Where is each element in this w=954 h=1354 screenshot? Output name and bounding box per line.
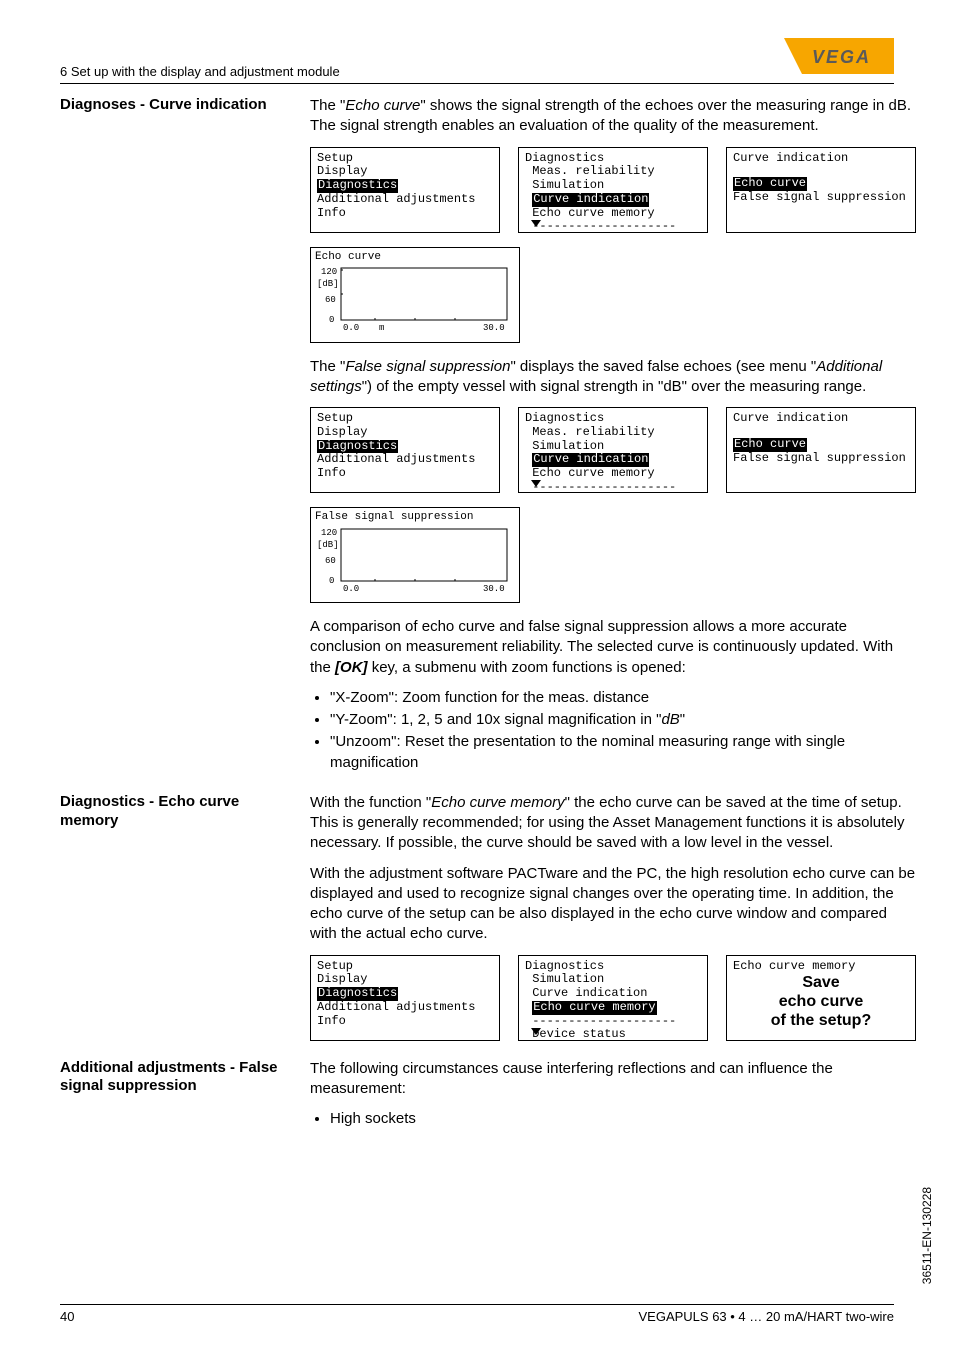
down-arrow-icon [531,480,541,488]
footer-doc-title: VEGAPULS 63 • 4 … 20 mA/HART two-wire [639,1309,895,1324]
false-signal-graph: False signal suppression 120 [dB] 60 0 0… [310,507,520,603]
svg-text:120: 120 [321,267,337,277]
svg-text:[dB]: [dB] [317,540,339,550]
header-section-title: 6 Set up with the display and adjustment… [60,64,340,79]
bullet-xzoom: "X-Zoom": Zoom function for the meas. di… [330,688,916,708]
svg-text:0: 0 [329,315,334,325]
lcd-save-box: Echo curve memory Save echo curve of the… [726,955,916,1041]
section-label-echo-mem: Diagnostics - Echo curve memory [60,793,310,831]
lcd-curve-indication-box: Curve indication Echo curve False signal… [726,147,916,233]
page-header: 6 Set up with the display and adjustment… [60,38,894,84]
svg-text:0.0: 0.0 [343,323,359,333]
page-footer: 40 VEGAPULS 63 • 4 … 20 mA/HART two-wire [60,1304,894,1324]
svg-text:30.0: 30.0 [483,584,505,594]
lcd-menu-box-2: Setup Display Diagnostics Additional adj… [310,407,500,493]
bullet-yzoom: "Y-Zoom": 1, 2, 5 and 10x signal magnifi… [330,710,916,730]
svg-text:30.0: 30.0 [483,323,505,333]
down-arrow-icon [531,220,541,228]
lcd-row-3: Setup Display Diagnostics Additional adj… [310,955,916,1041]
lcd-diagnostics-box-2: Diagnostics Meas. reliability Simulation… [518,407,708,493]
echo-mem-para1: With the function "Echo curve memory" th… [310,793,916,854]
footer-page-number: 40 [60,1309,74,1324]
lcd-curve-indication-box-2: Curve indication Echo curve False signal… [726,407,916,493]
zoom-bullets: "X-Zoom": Zoom function for the meas. di… [310,688,916,773]
echo-mem-para2: With the adjustment software PACTware an… [310,864,916,945]
svg-text:0.0: 0.0 [343,584,359,594]
svg-text:m: m [379,323,384,333]
bullet-unzoom: "Unzoom": Reset the presentation to the … [330,732,916,773]
echo-curve-graph: Echo curve 120 [dB] 60 0 0.0 m [310,247,520,343]
lcd-row-2: Setup Display Diagnostics Additional adj… [310,407,916,493]
addl-bullets: High sockets [310,1109,894,1129]
section-label-diag-curve: Diagnoses - Curve indication [60,96,310,115]
lcd-diagnostics-box-3: Diagnostics Simulation Curve indication … [518,955,708,1041]
svg-text:0: 0 [329,576,334,586]
svg-text:[dB]: [dB] [317,279,339,289]
bullet-high-sockets: High sockets [330,1109,894,1129]
section-label-addl: Additional adjustments - False signal su… [60,1059,310,1097]
lcd-diagnostics-box: Diagnostics Meas. reliability Simulation… [518,147,708,233]
svg-text:120: 120 [321,528,337,538]
svg-text:60: 60 [325,295,336,305]
diag-curve-para3: A comparison of echo curve and false sig… [310,617,916,678]
vega-logo: VEGA [784,38,894,79]
diag-curve-para2: The "False signal suppression" displays … [310,357,916,398]
svg-text:VEGA: VEGA [812,47,871,67]
lcd-row-1: Setup Display Diagnostics Additional adj… [310,147,916,233]
svg-text:60: 60 [325,556,336,566]
side-doc-code: 36511-EN-130228 [920,1187,934,1284]
lcd-menu-box: Setup Display Diagnostics Additional adj… [310,147,500,233]
addl-para1: The following circumstances cause interf… [310,1059,894,1100]
down-arrow-icon [531,1028,541,1036]
lcd-menu-box-3: Setup Display Diagnostics Additional adj… [310,955,500,1041]
diag-curve-para1: The "Echo curve" shows the signal streng… [310,96,916,137]
